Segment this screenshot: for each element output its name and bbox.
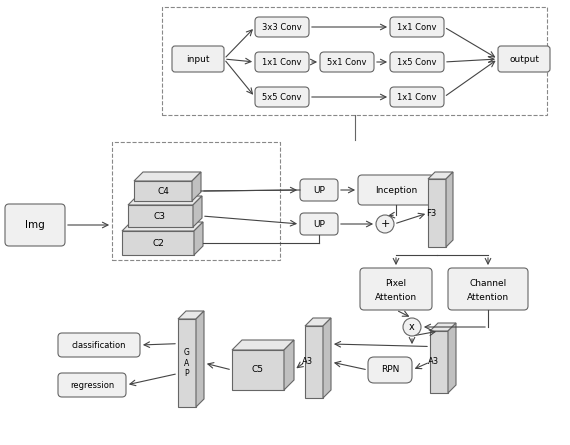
Text: classification: classification (72, 340, 126, 349)
FancyBboxPatch shape (255, 52, 309, 72)
Circle shape (403, 318, 421, 336)
FancyBboxPatch shape (300, 179, 338, 201)
Text: G
A
P: G A P (184, 348, 190, 378)
Polygon shape (430, 323, 456, 331)
FancyBboxPatch shape (255, 87, 309, 107)
Text: output: output (509, 54, 539, 64)
Polygon shape (446, 172, 453, 247)
Polygon shape (284, 340, 294, 390)
Text: UP: UP (313, 186, 325, 194)
Polygon shape (448, 323, 456, 393)
FancyBboxPatch shape (172, 46, 224, 72)
Polygon shape (196, 311, 204, 407)
Text: 1x1 Conv: 1x1 Conv (262, 57, 302, 66)
FancyBboxPatch shape (448, 268, 528, 310)
Text: 1x1 Conv: 1x1 Conv (397, 23, 437, 32)
Bar (162, 7, 547, 115)
Text: RPN: RPN (381, 365, 399, 375)
FancyBboxPatch shape (58, 373, 126, 397)
Polygon shape (428, 172, 453, 179)
FancyBboxPatch shape (390, 17, 444, 37)
Text: regression: regression (70, 380, 114, 389)
Polygon shape (232, 340, 294, 350)
Polygon shape (428, 179, 446, 247)
FancyBboxPatch shape (255, 17, 309, 37)
FancyBboxPatch shape (360, 268, 432, 310)
Polygon shape (305, 318, 331, 326)
Polygon shape (122, 231, 194, 255)
Text: C2: C2 (152, 239, 164, 247)
Text: input: input (186, 54, 210, 64)
Text: F3: F3 (426, 209, 436, 218)
FancyBboxPatch shape (368, 357, 412, 383)
Text: Img: Img (25, 220, 45, 230)
Polygon shape (128, 205, 193, 227)
Polygon shape (192, 172, 201, 201)
Text: Attention: Attention (375, 292, 417, 302)
FancyBboxPatch shape (5, 204, 65, 246)
Circle shape (376, 215, 394, 233)
Polygon shape (134, 181, 192, 201)
Text: Pixel: Pixel (385, 279, 406, 287)
FancyBboxPatch shape (498, 46, 550, 72)
Polygon shape (134, 172, 201, 181)
Text: C3: C3 (154, 211, 166, 221)
FancyBboxPatch shape (320, 52, 374, 72)
Bar (112, 142, 280, 260)
Text: 5x1 Conv: 5x1 Conv (327, 57, 367, 66)
Text: Channel: Channel (469, 279, 507, 287)
Text: C5: C5 (252, 365, 264, 375)
Text: UP: UP (313, 219, 325, 228)
FancyBboxPatch shape (358, 175, 434, 205)
Text: A3: A3 (428, 357, 438, 367)
Polygon shape (232, 350, 284, 390)
Text: 1x5 Conv: 1x5 Conv (397, 57, 437, 66)
Polygon shape (194, 222, 203, 255)
Polygon shape (193, 196, 202, 227)
Text: C4: C4 (157, 186, 169, 195)
Polygon shape (128, 196, 202, 205)
Text: 5x5 Conv: 5x5 Conv (262, 93, 302, 101)
Polygon shape (305, 326, 323, 398)
Polygon shape (178, 311, 204, 319)
Text: 3x3 Conv: 3x3 Conv (262, 23, 302, 32)
Polygon shape (430, 331, 448, 393)
Polygon shape (323, 318, 331, 398)
Text: Inception: Inception (375, 186, 417, 194)
Polygon shape (178, 319, 196, 407)
Text: +: + (380, 219, 390, 229)
Polygon shape (122, 222, 203, 231)
Text: 1x1 Conv: 1x1 Conv (397, 93, 437, 101)
Text: A3: A3 (303, 357, 314, 367)
FancyBboxPatch shape (390, 52, 444, 72)
FancyBboxPatch shape (58, 333, 140, 357)
FancyBboxPatch shape (300, 213, 338, 235)
FancyBboxPatch shape (390, 87, 444, 107)
Text: x: x (409, 322, 415, 332)
Text: Attention: Attention (467, 292, 509, 302)
